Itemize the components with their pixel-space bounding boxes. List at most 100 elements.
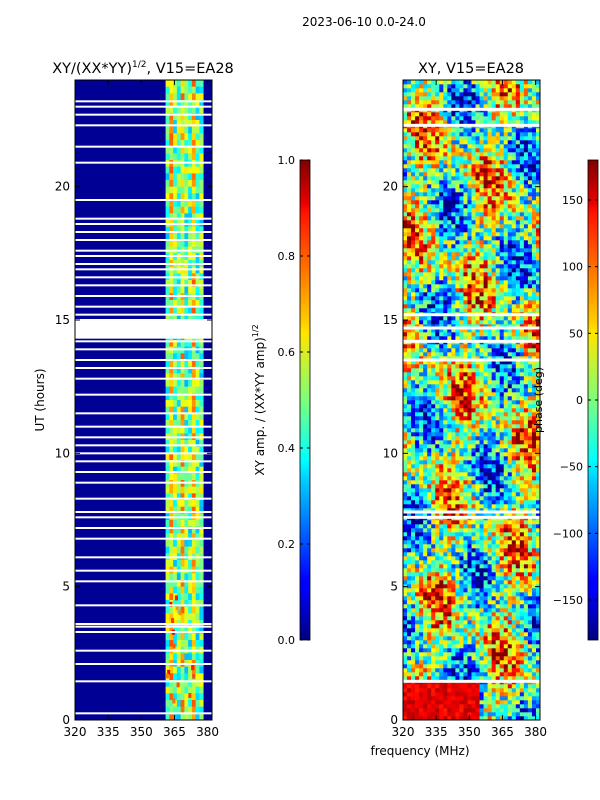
phase-cell: [499, 428, 505, 433]
amp-cell: [195, 153, 200, 161]
amp-cell: [188, 533, 193, 541]
phase-cell: [495, 284, 501, 289]
phase-cell: [511, 368, 517, 373]
phase-cell: [419, 468, 424, 473]
phase-cell: [411, 380, 416, 385]
phase-cell: [451, 464, 456, 469]
phase-cell: [423, 360, 428, 365]
phase-cell: [515, 284, 521, 289]
amp-cell: [195, 420, 200, 428]
phase-cell: [427, 604, 432, 609]
phase-cell: [419, 496, 424, 501]
amp-cell: [199, 286, 204, 294]
phase-cell: [415, 456, 420, 461]
phase-cell: [491, 468, 496, 473]
amp-cell: [165, 213, 170, 221]
amp-cell: [169, 360, 174, 368]
amp-cell: [184, 666, 189, 674]
amp-cell: [165, 600, 170, 608]
phase-cell: [435, 544, 440, 549]
phase-cell: [535, 504, 540, 509]
phase-cell: [455, 484, 460, 489]
phase-cell: [467, 304, 472, 309]
amp-cell: [165, 186, 170, 194]
phase-cell: [527, 608, 533, 613]
phase-cell: [499, 656, 505, 661]
amp-cell: [173, 606, 178, 614]
phase-cell: [527, 308, 533, 313]
phase-cell: [523, 320, 529, 325]
phase-cell: [495, 276, 501, 281]
amp-cell: [199, 300, 204, 308]
phase-cell: [487, 396, 492, 401]
amp-cell: [191, 140, 197, 148]
phase-cell: [411, 664, 416, 669]
phase-cell: [451, 644, 456, 649]
phase-cell: [499, 464, 505, 469]
phase-cell: [483, 560, 488, 565]
phase-cell: [451, 488, 456, 493]
phase-cell: [403, 296, 408, 301]
amp-cell: [199, 86, 204, 94]
phase-cell: [507, 648, 513, 653]
phase-cell: [491, 532, 496, 537]
phase-cell: [503, 480, 509, 485]
amp-data-gap: [75, 105, 212, 108]
phase-cell: [419, 648, 424, 653]
phase-cell: [415, 652, 420, 657]
amp-cell: [195, 500, 200, 508]
phase-cell: [495, 520, 501, 525]
phase-cell: [483, 460, 488, 465]
phase-cell: [523, 436, 529, 441]
phase-cell: [467, 316, 472, 321]
phase-cell: [439, 576, 444, 581]
phase-cell: [523, 264, 529, 269]
phase-cell: [495, 504, 501, 509]
phase-cell: [451, 708, 456, 713]
phase-cell: [507, 316, 513, 321]
phase-cell: [411, 488, 416, 493]
phase-cell: [515, 476, 521, 481]
phase-cell: [515, 436, 521, 441]
amp-cell: [173, 413, 178, 421]
phase-cell: [515, 484, 521, 489]
phase-cell: [527, 512, 533, 517]
amp-cell: [176, 413, 182, 421]
phase-cell: [455, 260, 460, 265]
phase-cell: [495, 308, 501, 313]
phase-cell: [463, 280, 468, 285]
amp-cell: [188, 426, 193, 434]
phase-cell: [499, 716, 505, 720]
amp-cell: [176, 120, 182, 128]
phase-cell: [531, 540, 537, 545]
phase-cell: [483, 580, 488, 585]
amp-cell: [191, 366, 197, 374]
phase-cell: [527, 492, 533, 497]
phase-cell: [447, 560, 452, 565]
amp-cell: [176, 286, 182, 294]
amp-cell: [176, 146, 182, 154]
phase-cell: [439, 532, 444, 537]
phase-cell: [443, 364, 448, 369]
phase-cell: [463, 520, 468, 525]
amp-cell: [188, 126, 193, 134]
phase-cell: [463, 396, 468, 401]
amp-cell: [184, 86, 189, 94]
phase-cell: [447, 304, 452, 309]
phase-cell: [463, 308, 468, 313]
phase-cell: [411, 660, 416, 665]
amp-cell: [195, 300, 200, 308]
amp-cell: [188, 240, 193, 248]
phase-cell: [451, 428, 456, 433]
phase-cell: [523, 300, 529, 305]
amp-cell: [176, 173, 182, 181]
phase-cell: [471, 536, 476, 541]
phase-cell: [431, 596, 436, 601]
phase-cell: [455, 584, 460, 589]
phase-cell: [439, 308, 444, 313]
phase-cell: [443, 464, 448, 469]
phase-cell: [431, 400, 436, 405]
phase-cell: [427, 372, 432, 377]
phase-cell: [467, 672, 472, 677]
phase-cell: [491, 640, 496, 645]
